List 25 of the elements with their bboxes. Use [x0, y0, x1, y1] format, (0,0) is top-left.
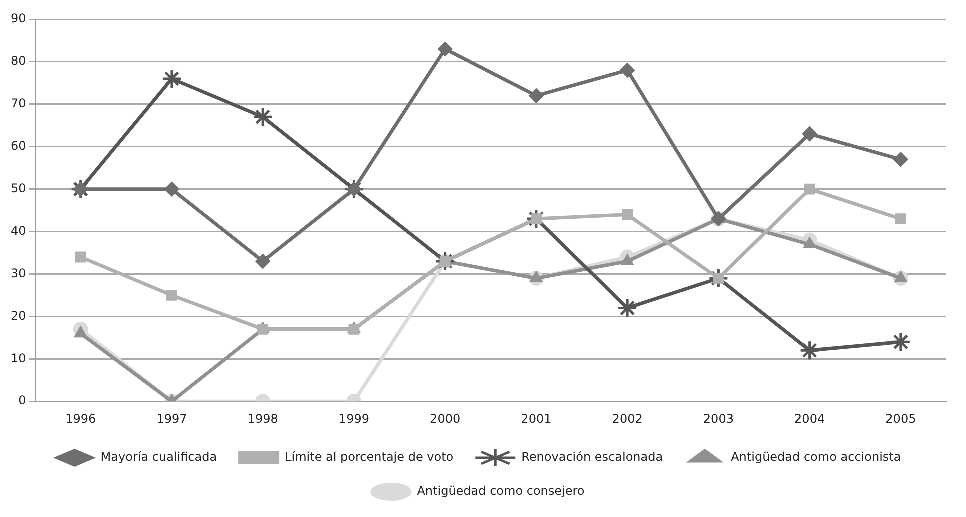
y-tick-label: 30	[10, 266, 26, 280]
y-tick-label: 0	[18, 394, 26, 408]
y-tick-label: 60	[10, 138, 26, 153]
x-tick-label: 2004	[794, 412, 826, 426]
legend-label: Mayoría cualificada	[100, 450, 218, 464]
legend-label: Antigüedad como accionista	[731, 450, 902, 464]
x-tick-label: 2000	[430, 412, 461, 426]
y-tick-label: 70	[10, 96, 26, 111]
x-tick-label: 2002	[612, 412, 643, 426]
legend-label: Antigüedad como consejero	[417, 484, 585, 498]
x-tick-label: 2003	[703, 412, 734, 426]
x-tick-label: 1999	[338, 412, 370, 426]
y-tick-label: 50	[10, 181, 26, 196]
y-tick-label: 90	[10, 12, 26, 26]
y-tick-label: 40	[10, 224, 26, 238]
x-tick-label: 1998	[248, 412, 278, 426]
legend-label: Límite al porcentaje de voto	[285, 450, 454, 464]
x-tick-label: 1997	[156, 412, 188, 426]
legend-label: Renovación escalonada	[522, 450, 664, 464]
x-tick-label: 2005	[886, 412, 916, 426]
y-tick-label: 10	[10, 351, 26, 366]
x-tick-label: 1996	[66, 412, 96, 426]
x-tick-label: 2001	[521, 412, 552, 426]
y-tick-label: 80	[10, 54, 26, 68]
y-tick-label: 20	[10, 308, 26, 323]
